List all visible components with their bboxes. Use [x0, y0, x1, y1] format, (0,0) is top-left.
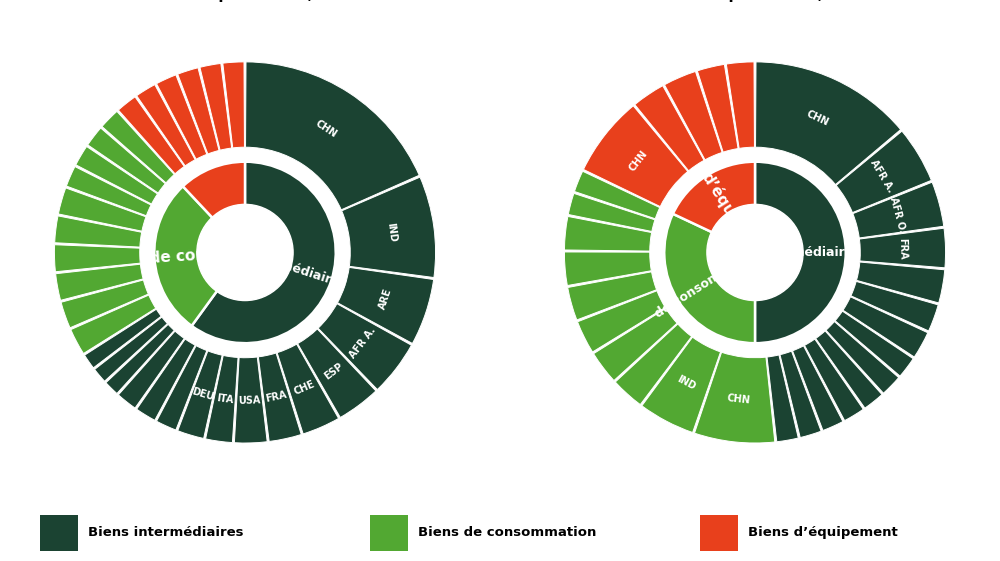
Wedge shape — [54, 245, 140, 272]
Wedge shape — [258, 353, 301, 442]
Wedge shape — [298, 329, 376, 417]
Wedge shape — [673, 162, 755, 252]
Text: de consommation: de consommation — [653, 243, 765, 320]
Text: CHN: CHN — [627, 149, 650, 173]
Wedge shape — [157, 346, 207, 430]
Text: AFR A.: AFR A. — [868, 158, 896, 195]
Text: de conso.: de conso. — [149, 246, 232, 266]
Wedge shape — [594, 309, 677, 380]
Wedge shape — [157, 75, 207, 159]
Text: ITA: ITA — [216, 393, 234, 405]
Text: IND: IND — [385, 222, 398, 242]
Text: CHE: CHE — [292, 379, 316, 397]
Wedge shape — [61, 280, 148, 328]
Wedge shape — [755, 162, 846, 343]
Wedge shape — [55, 216, 142, 247]
Wedge shape — [805, 339, 863, 421]
Text: intermédiaires: intermédiaires — [758, 246, 861, 259]
Wedge shape — [58, 188, 146, 231]
Wedge shape — [635, 86, 704, 171]
Wedge shape — [277, 344, 339, 434]
Wedge shape — [578, 291, 665, 352]
Wedge shape — [664, 71, 722, 160]
Wedge shape — [118, 97, 184, 174]
Bar — [700, 515, 738, 551]
Wedge shape — [178, 351, 222, 439]
Wedge shape — [568, 272, 657, 320]
Wedge shape — [102, 112, 174, 183]
Wedge shape — [118, 331, 184, 408]
Text: IND: IND — [675, 374, 697, 392]
Text: ESP: ESP — [322, 361, 345, 381]
Wedge shape — [88, 128, 165, 193]
Wedge shape — [843, 297, 928, 357]
Bar — [40, 515, 78, 551]
Wedge shape — [642, 337, 721, 433]
Circle shape — [707, 204, 803, 301]
Circle shape — [197, 204, 293, 301]
Wedge shape — [835, 311, 913, 376]
Text: ARE: ARE — [377, 287, 394, 311]
Text: Biens intermédiaires: Biens intermédiaires — [88, 526, 244, 540]
Wedge shape — [85, 309, 161, 368]
Wedge shape — [583, 106, 688, 206]
Bar — [370, 515, 408, 551]
Wedge shape — [206, 356, 238, 443]
Wedge shape — [695, 352, 775, 443]
Text: intermédiaires: intermédiaires — [246, 247, 348, 291]
Wedge shape — [223, 62, 244, 148]
Wedge shape — [71, 295, 156, 353]
Wedge shape — [853, 182, 944, 238]
Wedge shape — [200, 63, 232, 150]
Wedge shape — [767, 355, 798, 442]
Wedge shape — [183, 162, 245, 252]
Wedge shape — [234, 357, 267, 443]
Wedge shape — [66, 167, 151, 216]
Wedge shape — [154, 186, 245, 326]
Wedge shape — [726, 62, 754, 149]
Title: Provenance des importations, en % du total: Provenance des importations, en % du tot… — [566, 0, 944, 2]
Wedge shape — [564, 252, 651, 286]
Wedge shape — [793, 346, 843, 430]
Text: AFR O.: AFR O. — [888, 196, 908, 234]
Wedge shape — [95, 317, 167, 381]
Text: CHN: CHN — [313, 118, 339, 139]
Wedge shape — [56, 264, 143, 300]
Text: Biens de consommation: Biens de consommation — [418, 526, 596, 540]
Wedge shape — [756, 62, 901, 185]
Text: AFR A.: AFR A. — [347, 325, 377, 360]
Wedge shape — [664, 214, 755, 343]
Wedge shape — [859, 228, 946, 268]
Wedge shape — [137, 339, 195, 420]
Wedge shape — [826, 321, 899, 393]
Wedge shape — [192, 162, 336, 343]
Wedge shape — [697, 65, 738, 152]
Wedge shape — [342, 177, 436, 278]
Wedge shape — [337, 268, 434, 343]
Wedge shape — [836, 131, 931, 213]
Text: FRA: FRA — [265, 390, 288, 404]
Text: DEU: DEU — [191, 386, 215, 402]
Text: Biens d’équipement: Biens d’équipement — [748, 526, 898, 540]
Wedge shape — [76, 146, 158, 204]
Text: CHN: CHN — [805, 109, 830, 128]
Wedge shape — [318, 304, 411, 389]
Wedge shape — [615, 324, 692, 404]
Wedge shape — [564, 217, 652, 251]
Text: FRA: FRA — [898, 238, 908, 260]
Wedge shape — [106, 324, 174, 393]
Wedge shape — [574, 171, 660, 219]
Wedge shape — [178, 68, 219, 154]
Wedge shape — [856, 262, 945, 303]
Text: CHN: CHN — [727, 393, 751, 406]
Wedge shape — [568, 194, 655, 232]
Wedge shape — [137, 85, 195, 166]
Wedge shape — [851, 282, 938, 331]
Text: d’équipt.: d’équipt. — [698, 169, 753, 243]
Wedge shape — [780, 351, 821, 438]
Wedge shape — [816, 331, 882, 408]
Text: USA: USA — [238, 395, 261, 406]
Wedge shape — [246, 62, 419, 210]
Title: Destination des exportations, en % du total: Destination des exportations, en % du to… — [58, 0, 432, 2]
